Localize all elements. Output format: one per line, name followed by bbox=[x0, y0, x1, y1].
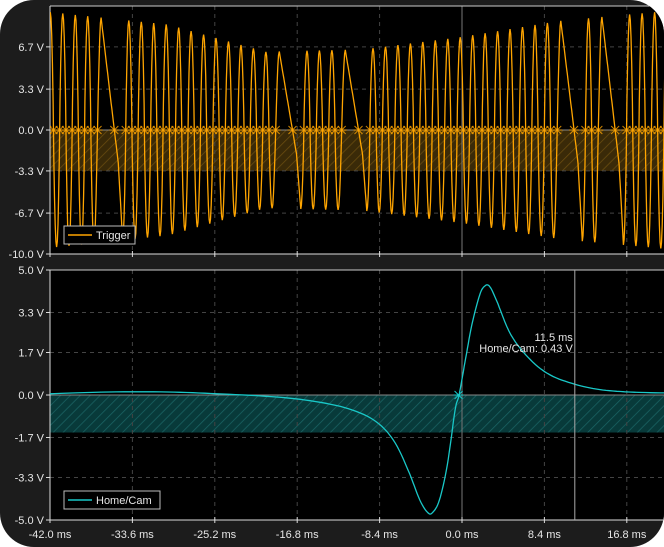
y-tick-label: -1.7 V bbox=[15, 433, 45, 445]
y-tick-label: -6.7 V bbox=[15, 208, 45, 220]
y-tick-label: 3.3 V bbox=[18, 308, 44, 320]
trigger-crossing-marker bbox=[270, 125, 281, 135]
legend-label: Home/Cam bbox=[96, 495, 152, 507]
y-tick-label: 3.3 V bbox=[18, 84, 44, 96]
y-tick-label: 0.0 V bbox=[18, 125, 44, 137]
legend-label: Trigger bbox=[96, 230, 131, 242]
homecam-legend: Home/Cam bbox=[63, 490, 161, 510]
trigger-crossing-marker bbox=[593, 125, 604, 135]
trigger-crossing-marker bbox=[610, 125, 621, 135]
cursor-value-label: Home/Cam: 0.43 V bbox=[479, 343, 573, 355]
x-tick-label: 8.4 ms bbox=[528, 529, 562, 541]
x-tick-label: -33.6 ms bbox=[111, 529, 154, 541]
trigger-crossing-marker bbox=[569, 125, 580, 135]
trigger-crossing-marker bbox=[552, 125, 563, 135]
trigger-legend: Trigger bbox=[63, 225, 136, 245]
trigger-crossing-marker bbox=[353, 125, 364, 135]
cursor-time-label: 11.5 ms bbox=[534, 332, 573, 344]
trigger-crossing-marker bbox=[287, 125, 298, 135]
y-tick-label: 1.7 V bbox=[18, 348, 44, 360]
x-tick-label: -16.8 ms bbox=[276, 529, 319, 541]
homecam-series bbox=[50, 284, 664, 515]
trigger-series bbox=[50, 12, 664, 249]
y-tick-label: 0.0 V bbox=[18, 390, 44, 402]
y-tick-label: 5.0 V bbox=[18, 265, 44, 277]
y-tick-label: -10.0 V bbox=[9, 249, 45, 261]
x-tick-label: 0.0 ms bbox=[445, 529, 479, 541]
legend-box bbox=[63, 490, 161, 510]
x-tick-label: -25.2 ms bbox=[193, 529, 236, 541]
trigger-crossing-marker bbox=[109, 125, 120, 135]
threshold-band bbox=[50, 130, 664, 171]
x-tick-label: -42.0 ms bbox=[29, 529, 72, 541]
y-tick-label: -3.3 V bbox=[15, 473, 45, 485]
legend-box bbox=[63, 225, 136, 245]
threshold-band bbox=[50, 395, 664, 433]
trigger-crossing-marker bbox=[92, 125, 103, 135]
x-tick-label: 16.8 ms bbox=[607, 529, 647, 541]
y-tick-label: -5.0 V bbox=[15, 515, 45, 527]
y-tick-label: 6.7 V bbox=[18, 42, 44, 54]
homecam-crossing-marker bbox=[453, 390, 464, 400]
trigger-crossing-marker bbox=[336, 125, 347, 135]
x-tick-label: -8.4 ms bbox=[361, 529, 398, 541]
y-tick-label: -3.3 V bbox=[15, 166, 45, 178]
homecam-trace bbox=[50, 284, 664, 515]
trigger-trace bbox=[50, 12, 664, 249]
